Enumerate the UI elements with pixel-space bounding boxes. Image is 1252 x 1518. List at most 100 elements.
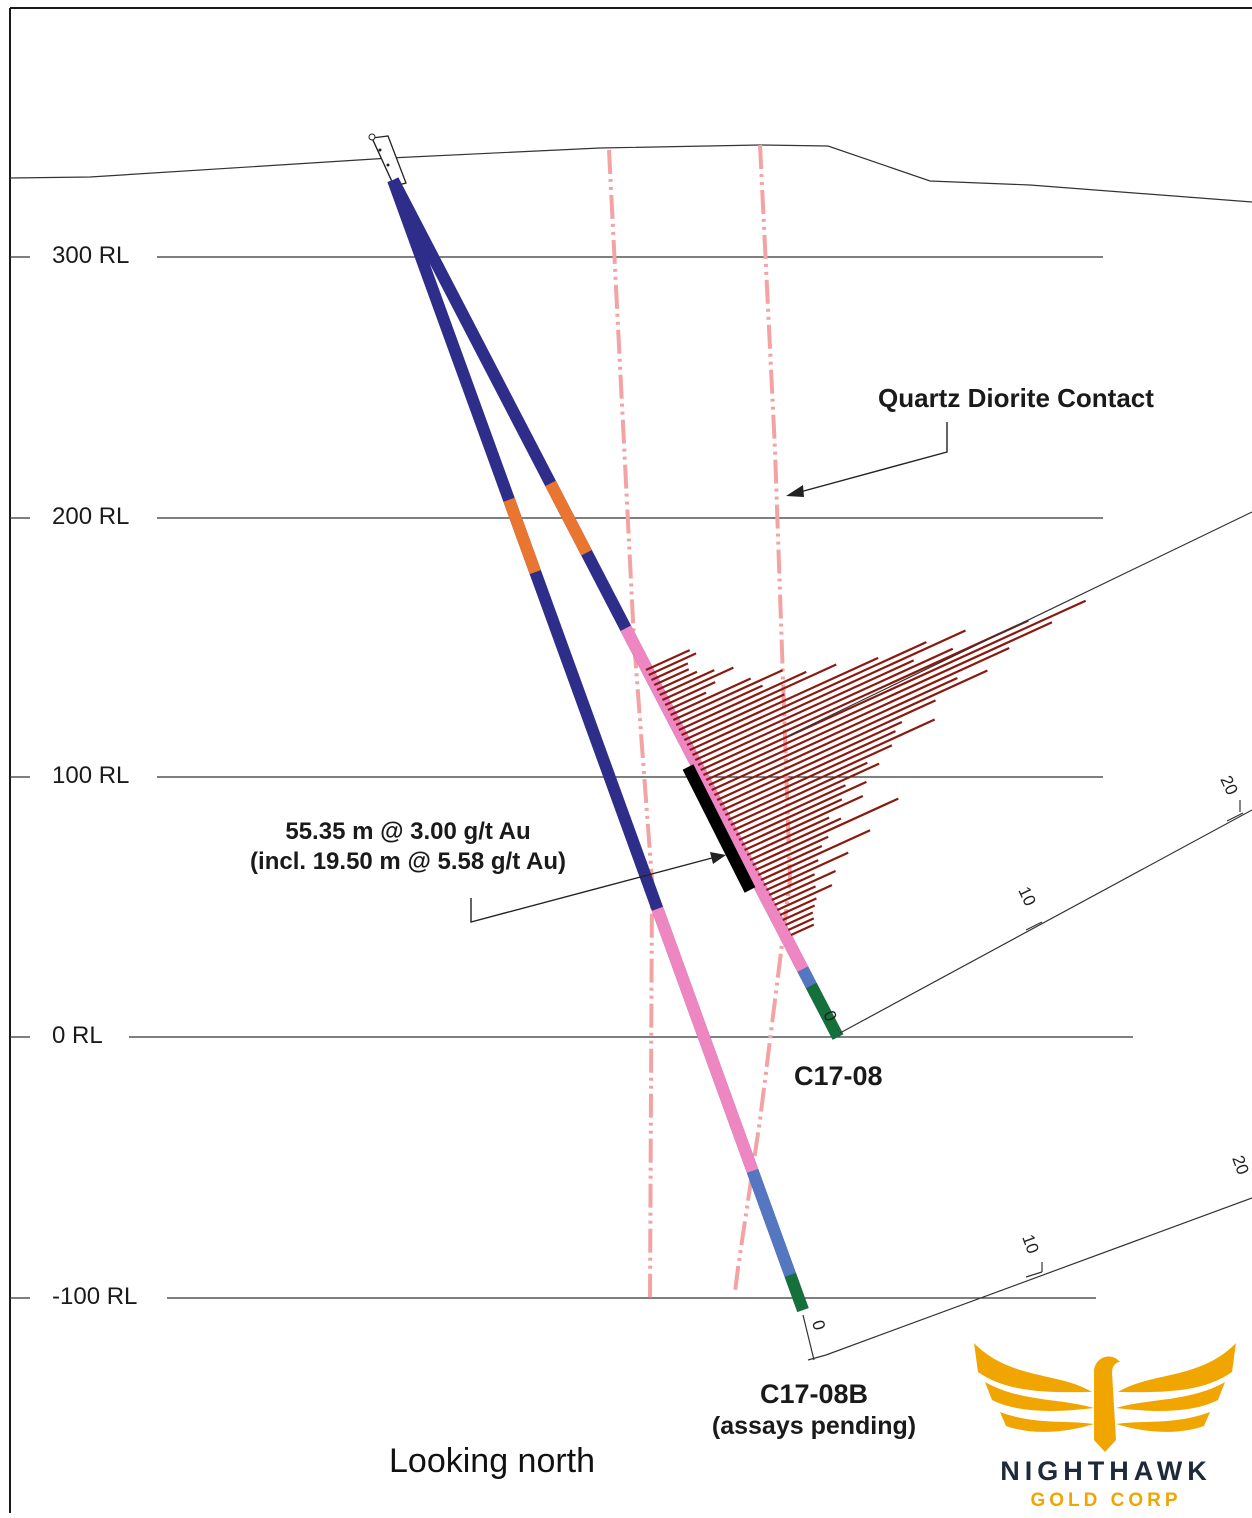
assay-bar xyxy=(702,599,1087,777)
assay-bar xyxy=(661,666,734,702)
assay-bar xyxy=(735,784,846,837)
orientation-label: Looking north xyxy=(389,1442,596,1480)
scale-c17-08-axis xyxy=(839,809,1252,1034)
assay-bar xyxy=(730,761,868,827)
scale-c17-08b-stem xyxy=(802,1314,815,1361)
assay-bar xyxy=(681,663,837,737)
hole-c17-08b-note: (assays pending) xyxy=(711,1412,917,1440)
scale-c17-08-tick-20 xyxy=(1226,812,1244,822)
assay-bar xyxy=(711,676,958,792)
assay-bar xyxy=(722,730,896,812)
assay-bar xyxy=(716,699,936,802)
assay-bar xyxy=(760,829,871,882)
intercept-leader-arrow xyxy=(470,852,726,923)
rl100-label: 100 RL xyxy=(52,762,130,789)
contact-line-west xyxy=(607,149,655,1301)
assay-bar xyxy=(689,641,927,752)
assay-histogram xyxy=(645,599,1087,937)
scale-c17-08-label-10: 10 xyxy=(1014,884,1039,909)
assay-bar xyxy=(670,677,752,717)
assay-bar xyxy=(765,851,849,892)
assay-bar xyxy=(744,795,864,852)
assay-bar xyxy=(672,669,784,722)
assay-bar xyxy=(738,780,867,842)
assay-bar xyxy=(667,691,707,712)
assay-bar xyxy=(763,859,819,887)
assay-bar xyxy=(785,911,814,927)
assay-bar xyxy=(678,670,807,732)
assay-bar xyxy=(648,652,697,677)
assay-bar xyxy=(708,647,1010,787)
scale-c17-08 xyxy=(839,800,1252,1034)
hole-c17-08b-interval-pink xyxy=(651,906,759,1174)
assay-bar xyxy=(686,656,879,747)
assay-bar xyxy=(694,659,915,762)
assay-bar xyxy=(768,873,816,897)
assay-bar xyxy=(746,816,830,857)
high-grade-interval xyxy=(682,764,756,893)
hole-c17-08-interval-green xyxy=(805,982,844,1040)
rl200-label: 200 RL xyxy=(52,503,130,530)
scale-c17-08b-label-20: 20 xyxy=(1228,1153,1252,1177)
intercept-label-line2: (incl. 19.50 m @ 5.58 g/t Au) xyxy=(250,848,566,875)
assay-bar xyxy=(653,668,690,687)
assay-bar xyxy=(749,817,842,862)
contact-leader-arrow xyxy=(786,422,948,497)
hole-c17-08b-name: C17-08B xyxy=(759,1379,869,1409)
assay-bar xyxy=(651,662,689,682)
assay-bar xyxy=(713,669,988,797)
hole-c17-08b-interval-light-blue xyxy=(746,1168,796,1278)
scale-c17-08b-label-0: 0 xyxy=(808,1318,829,1332)
assay-bar xyxy=(752,797,899,867)
topography-line xyxy=(9,144,1252,203)
assay-bar xyxy=(656,670,698,692)
assay-bar xyxy=(787,917,815,932)
assay-bar xyxy=(664,681,716,707)
hole-c17-08-label: C17-08 xyxy=(794,1061,883,1091)
assay-bar xyxy=(692,629,966,757)
intercept-label: 55.35 m @ 3.00 g/t Au (incl. 19.50 m @ 5… xyxy=(230,817,586,877)
drill-collar-icon xyxy=(368,133,407,187)
assay-bar xyxy=(733,762,880,832)
hole-c17-08-interval-orange xyxy=(545,480,592,556)
assay-bar xyxy=(727,744,893,822)
assay-bar xyxy=(782,904,816,922)
contact-label: Quartz Diorite Contact xyxy=(878,383,1154,413)
scale-c17-08b-label-10: 10 xyxy=(1018,1232,1042,1256)
assay-bar xyxy=(645,649,691,672)
hole-c17-08-interval-light-blue xyxy=(797,966,817,989)
hole-c17-08b-interval-orange xyxy=(503,497,541,575)
assay-bar xyxy=(700,619,1029,772)
assay-bar xyxy=(774,885,816,907)
assay-bar xyxy=(771,869,837,902)
rl300-label: 300 RL xyxy=(52,242,130,269)
assay-bar xyxy=(697,647,954,767)
scale-c17-08b xyxy=(802,1197,1252,1361)
hole-c17-08b-interval-green xyxy=(784,1272,809,1313)
intercept-label-line1: 55.35 m @ 3.00 g/t Au xyxy=(285,818,531,845)
assay-bar xyxy=(683,693,785,742)
logo-subtitle: GOLD CORP xyxy=(1030,1490,1182,1511)
hole-intervals xyxy=(503,480,844,1313)
scale-c17-08-label-20: 20 xyxy=(1216,773,1241,798)
assay-bar xyxy=(754,835,829,872)
assay-bar xyxy=(790,923,815,937)
assay-bar xyxy=(741,798,843,847)
assay-bar xyxy=(659,669,715,697)
rl-grid-lines xyxy=(10,256,1133,1299)
logo-name: NIGHTHAWK xyxy=(1000,1456,1212,1486)
rlm100-label: -100 RL xyxy=(52,1283,138,1310)
assay-bar xyxy=(757,844,823,877)
hole-c17-08b-label: C17-08B (assays pending) xyxy=(696,1378,932,1442)
assay-bar xyxy=(779,897,817,917)
histogram-reference-line xyxy=(789,511,1252,736)
contact-line-east xyxy=(733,144,793,1293)
assay-bar xyxy=(719,720,903,807)
assay-bar xyxy=(724,718,936,817)
assay-bar xyxy=(776,884,833,912)
nighthawk-logo-icon xyxy=(974,1343,1236,1452)
assay-bar xyxy=(705,621,1053,782)
scale-c17-08b-base xyxy=(807,1354,827,1361)
